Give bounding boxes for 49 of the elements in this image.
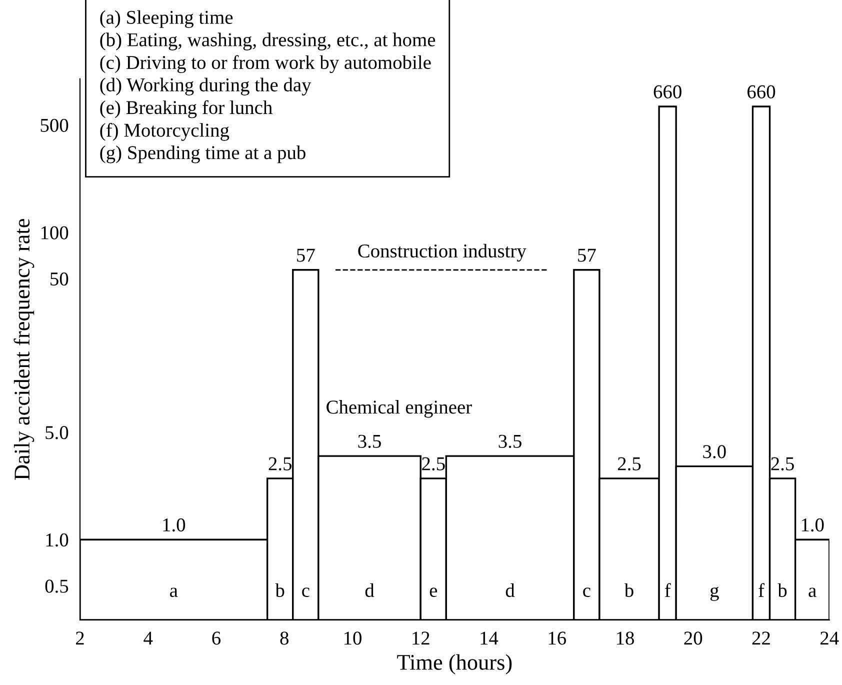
- x-tick-label: 6: [212, 632, 221, 645]
- x-tick-label: 18: [616, 632, 634, 645]
- data-label: 2.5: [771, 457, 794, 470]
- x-axis-title: Time (hours): [397, 654, 512, 674]
- x-tick-label: 12: [412, 632, 430, 645]
- x-tick-label: 4: [144, 632, 153, 645]
- category-label: f: [758, 583, 764, 597]
- data-label: 2.5: [422, 457, 445, 470]
- x-tick-label: 2: [76, 632, 84, 645]
- x-tick-label: 8: [280, 632, 288, 645]
- data-label: 660: [747, 85, 776, 98]
- category-label: b: [624, 583, 634, 598]
- category-label: c: [583, 588, 590, 598]
- data-label: 57: [297, 248, 315, 262]
- x-tick-label: 14: [480, 632, 498, 645]
- category-label: b: [778, 583, 787, 598]
- category-label: d: [506, 583, 515, 598]
- category-label: a: [808, 588, 816, 598]
- annotation: (a) Sleeping time (b) Eating, washing, dressing, etc., at home (c) Driving to or from work by automobile (d) Working during the day (e) Breaking for lunch (f) Motorcycling (g) Spending time at a pub: [100, 10, 436, 164]
- y-tick-label: 50: [50, 272, 68, 286]
- data-label: 2.5: [268, 457, 292, 470]
- y-tick-label: 500: [40, 118, 68, 132]
- y-tick-label: 100: [41, 226, 68, 240]
- category-label: d: [365, 583, 374, 598]
- y-tick-label: 0.5: [45, 580, 68, 593]
- x-tick-label: 20: [684, 632, 702, 645]
- data-label: 2.5: [618, 457, 641, 470]
- y-tick-label: 5.0: [46, 426, 68, 440]
- x-tick-label: 10: [344, 632, 362, 645]
- data-label: 3.5: [498, 434, 522, 448]
- category-label: g: [710, 586, 719, 601]
- data-label: 1.0: [802, 518, 824, 532]
- category-label: e: [430, 588, 438, 598]
- data-label: 660: [654, 85, 682, 98]
- category-label: a: [170, 588, 178, 598]
- category-label: c: [302, 588, 310, 598]
- x-tick-label: 16: [548, 632, 566, 645]
- data-label: 3.5: [358, 434, 381, 448]
- data-label: 57: [578, 248, 596, 262]
- y-tick-label: 1.0: [46, 533, 68, 547]
- category-label: f: [664, 583, 671, 597]
- data-label: 1.0: [163, 518, 186, 532]
- x-tick-label: 24: [820, 632, 839, 645]
- y-axis-title: Daily accident frequency rate: [14, 219, 34, 480]
- annotation: Chemical engineer: [326, 400, 472, 418]
- category-label: b: [275, 583, 284, 598]
- data-label: 3.0: [703, 445, 726, 458]
- series-label: Construction industry: [358, 244, 526, 262]
- x-tick-label: 22: [752, 632, 770, 645]
